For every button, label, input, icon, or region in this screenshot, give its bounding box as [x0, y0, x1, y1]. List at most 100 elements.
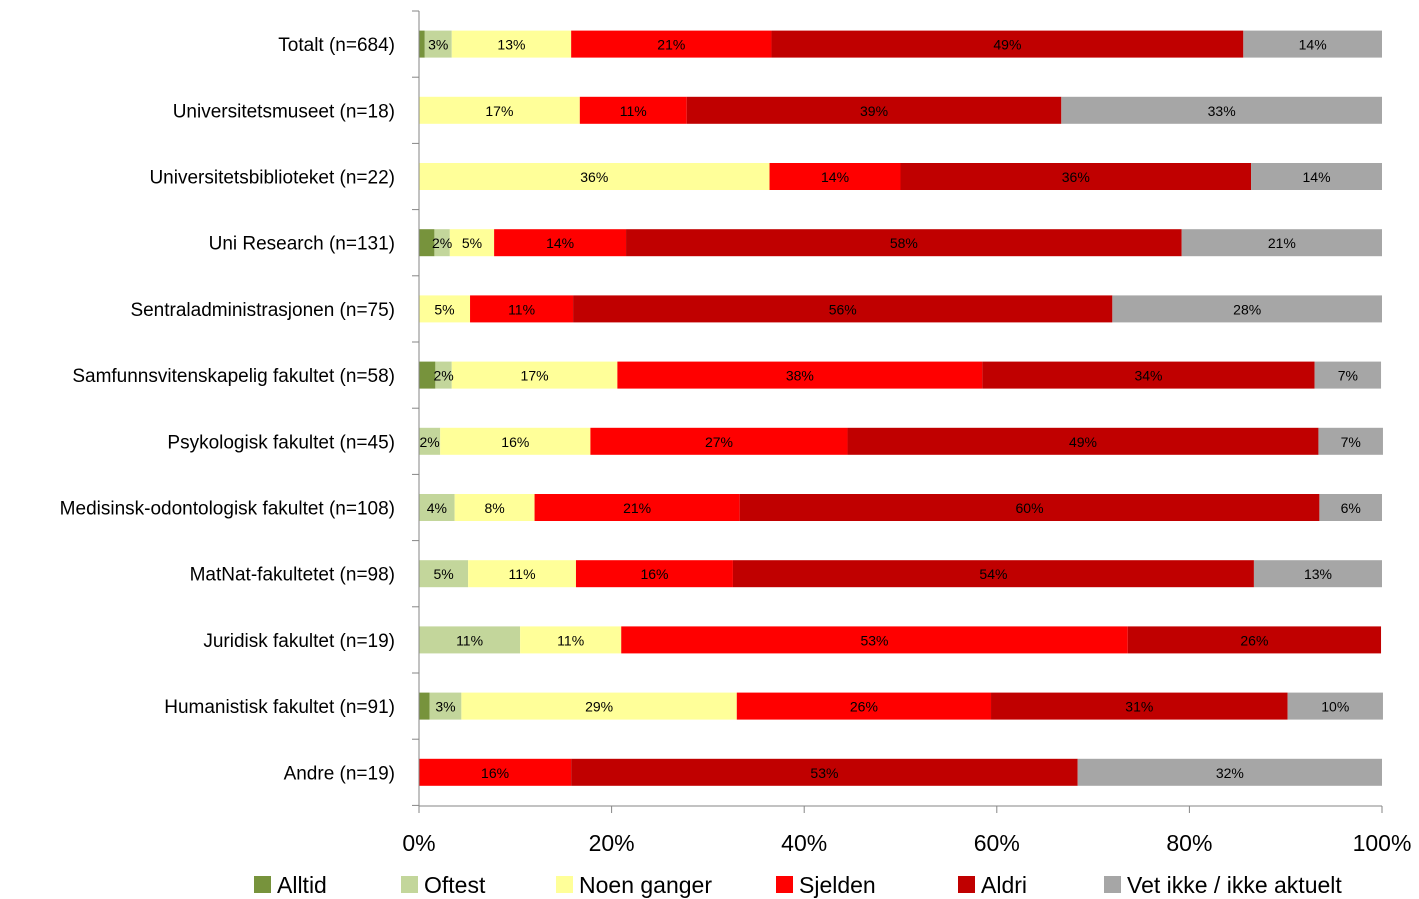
data-label: 7% [1338, 368, 1358, 384]
data-label: 13% [1304, 566, 1332, 582]
data-label: 21% [1268, 235, 1296, 251]
data-label: 14% [546, 235, 574, 251]
bar-segment [982, 361, 1315, 389]
bar-segment [571, 30, 772, 58]
data-label: 60% [1016, 500, 1044, 516]
legend-swatch [776, 876, 793, 893]
data-label: 11% [456, 632, 483, 648]
data-label: 58% [890, 235, 918, 251]
legend-label: Aldri [981, 872, 1027, 898]
bar-segment [468, 560, 576, 588]
data-label: 53% [860, 632, 888, 648]
bar-segment [419, 560, 469, 588]
category-label: MatNat-fakultetet (n=98) [190, 565, 395, 586]
data-label: 34% [1134, 368, 1162, 384]
data-label: 32% [1216, 765, 1244, 781]
data-label: 33% [1208, 103, 1236, 119]
bar-segment [991, 692, 1288, 720]
legend-swatch [401, 876, 418, 893]
legend-label: Noen ganger [579, 872, 712, 898]
bar-segment [470, 295, 574, 323]
category-label: Juridisk fakultet (n=19) [203, 631, 395, 652]
bar-segment [1243, 30, 1382, 58]
legend-swatch [556, 876, 573, 893]
data-label: 2% [433, 368, 453, 384]
bar-segment [1112, 295, 1382, 323]
category-label: Psykologisk fakultet (n=45) [167, 432, 395, 453]
data-label: 17% [521, 368, 549, 384]
bar-segment [440, 427, 591, 455]
data-label: 36% [1062, 169, 1090, 185]
bar-segment [419, 96, 580, 124]
data-label: 21% [623, 500, 651, 516]
bar-segment [419, 163, 770, 190]
bar-segment [451, 30, 572, 58]
legend-label: Vet ikke / ikke aktuelt [1127, 872, 1342, 898]
data-label: 31% [1125, 699, 1153, 715]
bar-segment [1061, 96, 1382, 124]
category-label: Universitetsmuseet (n=18) [173, 101, 395, 122]
data-label: 11% [509, 566, 536, 582]
data-label: 36% [580, 169, 608, 185]
data-label: 56% [829, 301, 857, 317]
bar-segment [626, 229, 1182, 257]
data-label: 14% [1303, 169, 1331, 185]
bar-segment [454, 494, 535, 521]
legend-label: Oftest [424, 872, 486, 898]
bar-segment [435, 361, 452, 389]
bar-segment [419, 494, 455, 521]
data-label: 21% [657, 37, 685, 53]
bar-segment [419, 692, 430, 720]
bar-segment [1181, 229, 1382, 257]
data-label: 14% [821, 169, 849, 185]
bar-segment [571, 758, 1078, 786]
data-label: 5% [462, 235, 482, 251]
data-label: 54% [979, 566, 1007, 582]
bar-segment [419, 427, 441, 455]
bar-segment [769, 163, 901, 190]
bar-segment [573, 295, 1113, 323]
bar-segment [424, 30, 452, 58]
bar-segment [1127, 626, 1382, 654]
bar-segment [686, 96, 1062, 124]
data-label: 49% [993, 37, 1021, 53]
axes [412, 10, 1383, 813]
data-label: 28% [1233, 301, 1261, 317]
data-label: 3% [435, 699, 455, 715]
data-label: 17% [485, 103, 513, 119]
category-label: Humanistisk fakultet (n=91) [164, 697, 395, 718]
bar-segment [1077, 758, 1382, 786]
bar-segment [429, 692, 462, 720]
data-label: 2% [419, 434, 439, 450]
bar-segment [419, 361, 436, 389]
data-label: 6% [1341, 500, 1361, 516]
legend-label: Alltid [277, 872, 327, 898]
data-label: 27% [705, 434, 733, 450]
data-label: 5% [433, 566, 453, 582]
bar-segment [419, 626, 521, 654]
data-label: 7% [1341, 434, 1361, 450]
data-label: 5% [434, 301, 454, 317]
bar-segment [732, 560, 1254, 588]
data-label: 11% [557, 632, 584, 648]
x-tick-label: 60% [974, 830, 1020, 856]
bar-segment [590, 427, 848, 455]
data-label: 2% [432, 235, 452, 251]
legend-swatch [958, 876, 975, 893]
category-label: Andre (n=19) [284, 763, 395, 784]
legend-swatch [254, 876, 271, 893]
data-label: 49% [1069, 434, 1097, 450]
data-label: 14% [1299, 37, 1327, 53]
bar-segments [419, 30, 1383, 786]
bar-segment [419, 758, 572, 786]
data-label: 16% [640, 566, 668, 582]
x-tick-label: 40% [781, 830, 827, 856]
x-tick-label: 80% [1166, 830, 1212, 856]
bar-segment [575, 560, 733, 588]
bar-segment [771, 30, 1244, 58]
segment-data-labels: 3% 13% 21% 49% 14% 17% 11% 39% 33% 36% 14% 36% 14% 2%… [419, 37, 1360, 781]
data-label: 29% [585, 699, 613, 715]
data-label: 26% [850, 699, 878, 715]
bar-segment [494, 229, 627, 257]
